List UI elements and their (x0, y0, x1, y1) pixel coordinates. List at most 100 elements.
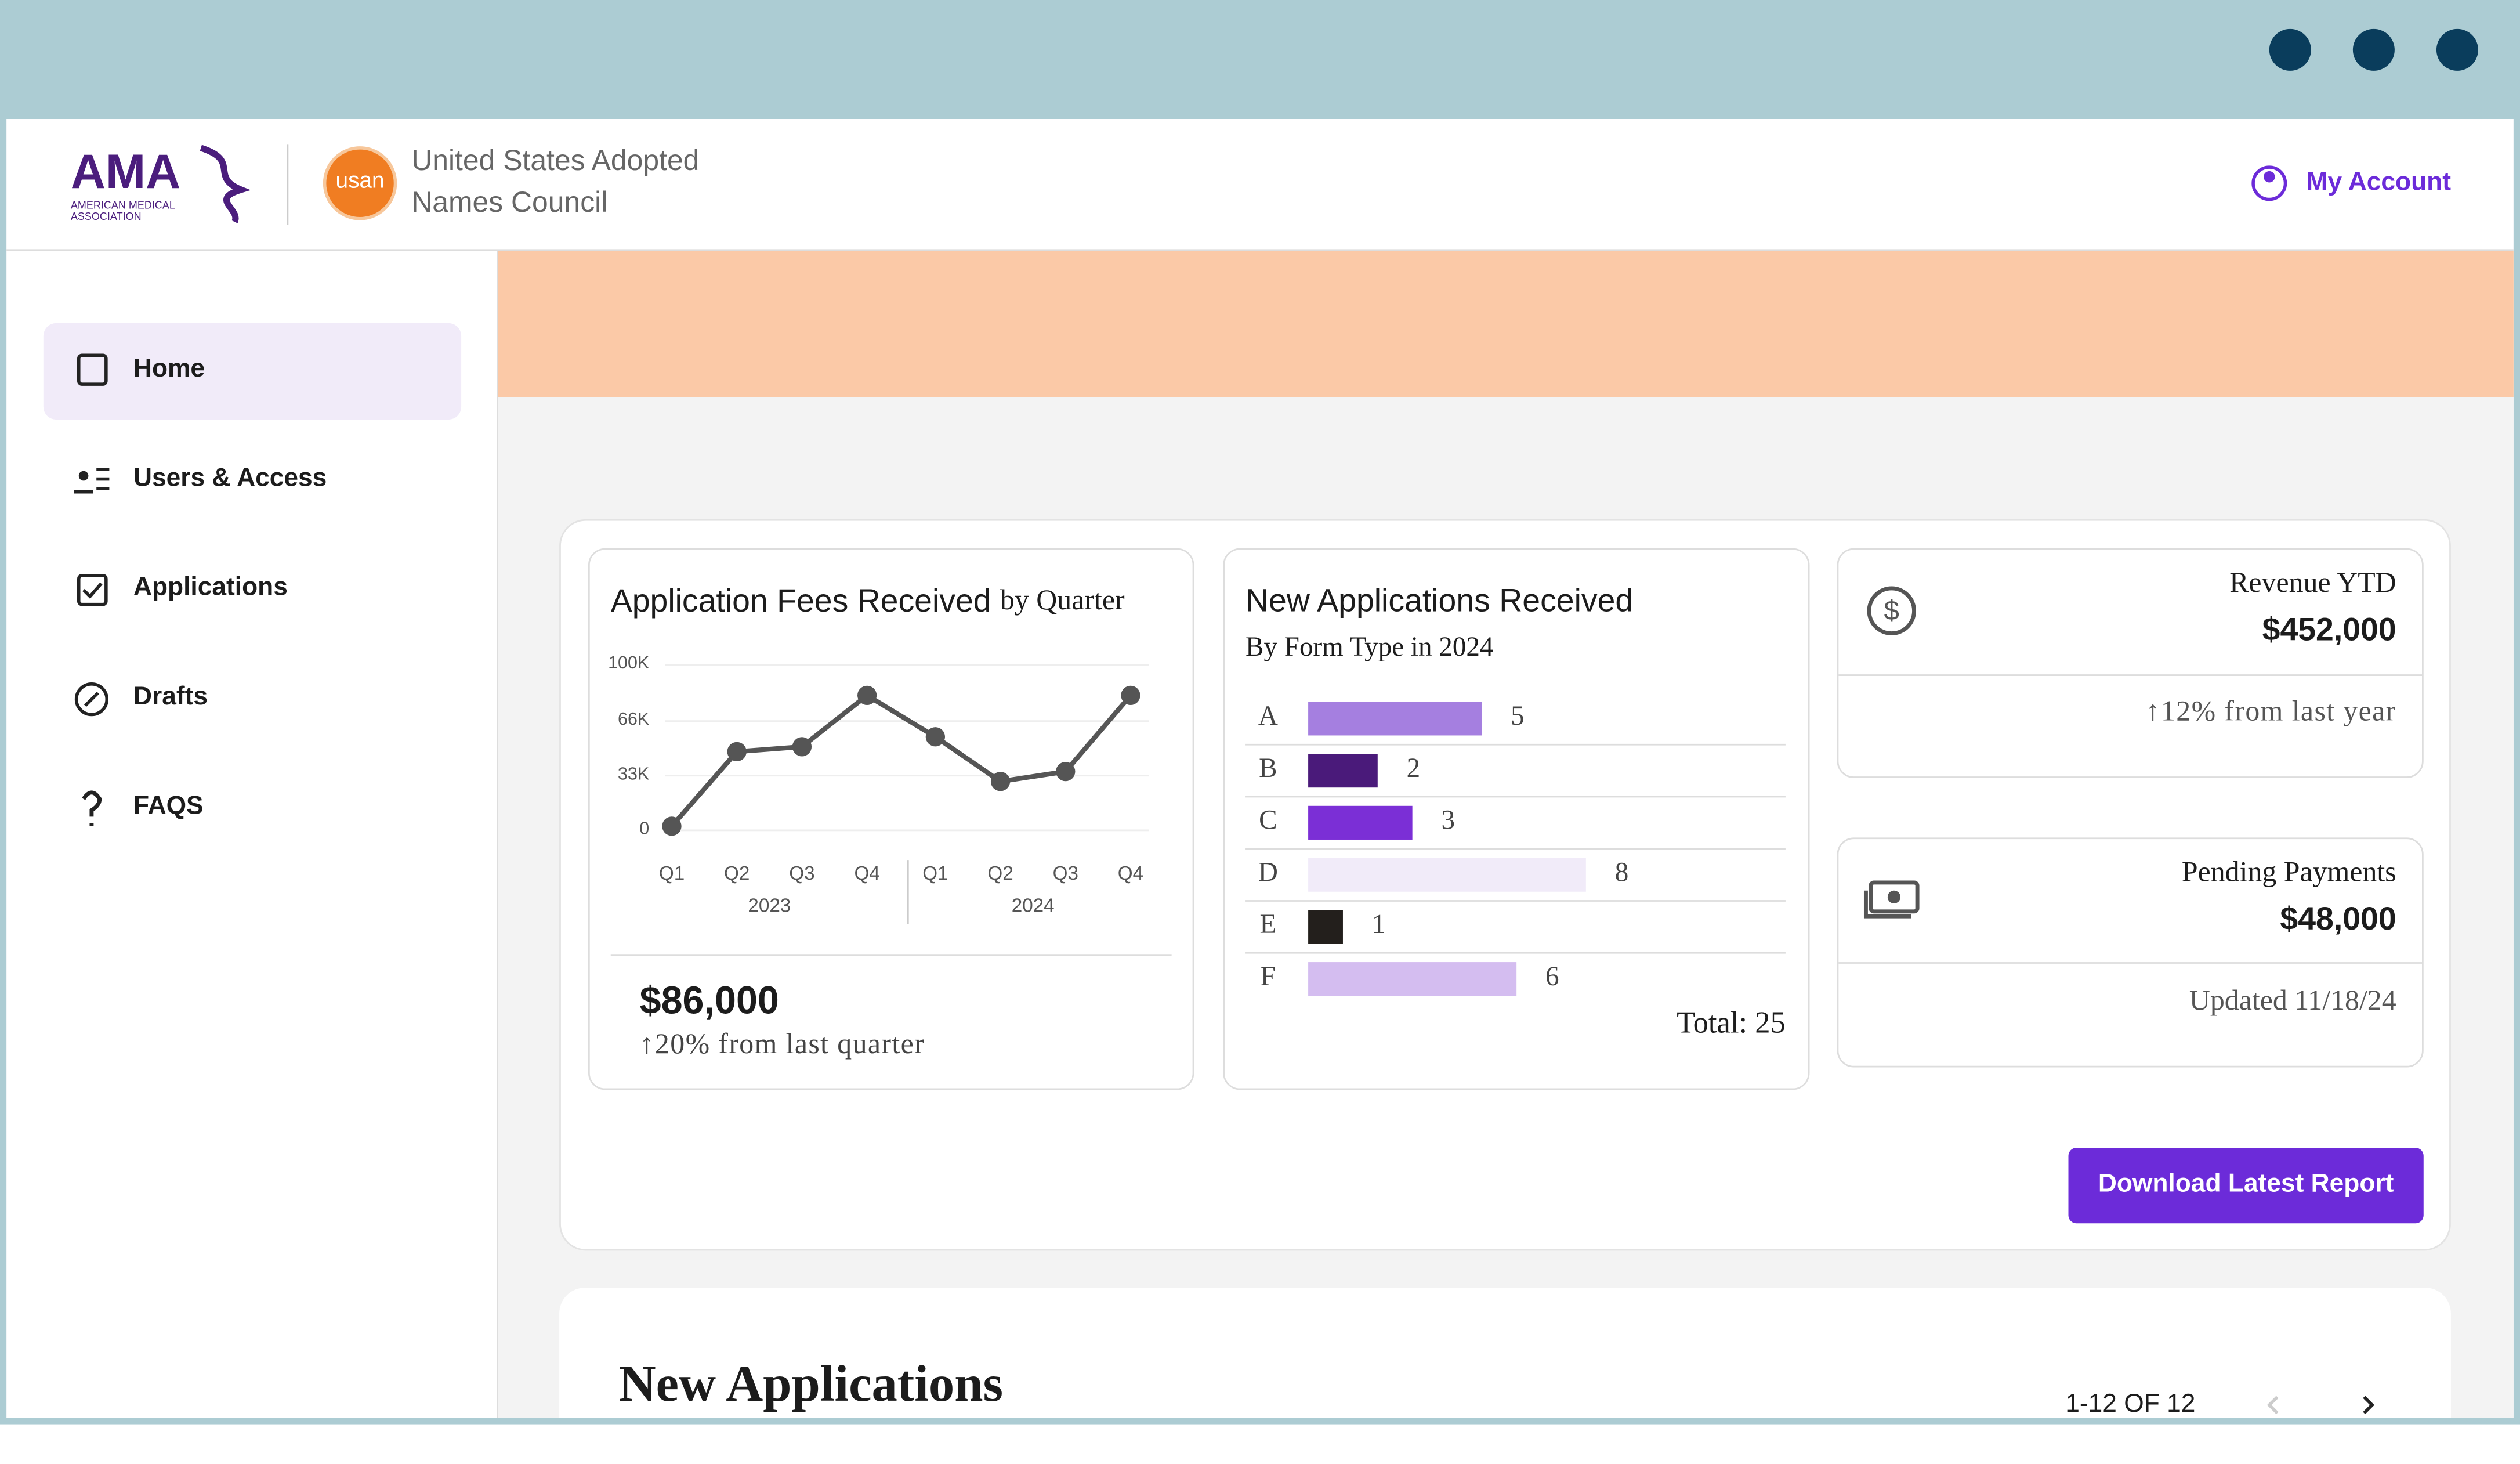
money-icon (1869, 880, 1920, 914)
point (792, 737, 812, 757)
window-dot[interactable] (2269, 28, 2311, 71)
council-name: United States Adopted (411, 144, 699, 176)
logo-sub: AMERICAN MEDICAL (71, 199, 175, 211)
change: ↑20% from last quarter (640, 1028, 925, 1060)
apps-card (1223, 548, 1810, 1090)
nav-icon (77, 574, 108, 606)
nav-icon (82, 790, 102, 826)
window-dot[interactable] (2352, 28, 2395, 71)
nav-icon (77, 353, 108, 386)
account-icon[interactable] (2251, 165, 2287, 201)
x-tick-label: Q4 (1118, 863, 1143, 884)
x-group-label: 2024 (1012, 895, 1055, 916)
x-tick-label: Q4 (854, 863, 879, 884)
my-account[interactable]: My Account (2307, 168, 2452, 196)
nav-item[interactable]: Home (133, 354, 205, 382)
point (857, 685, 877, 706)
window-dot[interactable] (2436, 28, 2478, 71)
nav-item[interactable]: Drafts (133, 682, 208, 710)
account-icon-head (2264, 171, 2275, 183)
usan-text: usan (336, 168, 385, 193)
card-label: Pending Payments (2182, 856, 2396, 888)
nav-item[interactable]: Users & Access (133, 463, 327, 491)
money-icon (1887, 890, 1901, 903)
logo-sub: ASSOCIATION (71, 211, 142, 222)
nav-icon (74, 682, 109, 717)
x-tick-label: Q1 (659, 863, 685, 884)
category-label: B (1259, 753, 1277, 783)
x-group-label: 2023 (748, 895, 791, 916)
dollar-sign: $ (1884, 595, 1899, 626)
x-tick-label: Q2 (724, 863, 750, 884)
card-change: ↑12% from last year (2146, 695, 2396, 726)
x-tick-label: Q1 (922, 863, 948, 884)
card-title: New Applications Received (1245, 583, 1633, 619)
nav-icon (78, 471, 89, 481)
y-tick-label: 100K (608, 653, 649, 673)
nav-active-bg (43, 323, 462, 420)
dollar-icon (1867, 586, 1917, 635)
point (925, 727, 946, 747)
card-amount: $452,000 (2262, 611, 2396, 647)
bar (1308, 702, 1482, 736)
card-amount: $48,000 (2280, 901, 2396, 937)
x-tick-label: Q3 (1053, 863, 1078, 884)
x-tick-label: Q3 (789, 863, 814, 884)
logo-mark (200, 144, 251, 223)
category-label: E (1259, 909, 1276, 939)
card-title: Application Fees Received by Quarter (611, 583, 1125, 619)
button-label[interactable]: Download Latest Report (2098, 1169, 2394, 1197)
council-name: Names Council (411, 186, 607, 218)
next-page[interactable] (2363, 1396, 2375, 1415)
bar (1308, 805, 1413, 840)
nav-item[interactable]: FAQS (133, 791, 204, 819)
value-label: 5 (1511, 701, 1525, 731)
usan-logo (323, 146, 397, 220)
title: Application Fees Received (611, 583, 991, 619)
money-icon (1863, 890, 1911, 919)
charts: 0 33K 66K 100K 2023 2024 Q1 Q2 Q3 Q4 Q1 Q2 Q3 Q4 A 5 B 2 C… (608, 653, 1786, 996)
y-tick-label: 33K (618, 764, 649, 783)
value-label: 3 (1442, 805, 1455, 836)
pending-card (1837, 837, 2424, 1068)
amount: $86,000 (640, 979, 779, 1022)
table-card (559, 1288, 2451, 1418)
point (727, 742, 747, 762)
total: Total: 25 (1677, 1006, 1786, 1040)
value-label: 1 (1372, 909, 1386, 939)
pagination: 1-12 OF 12 (2065, 1389, 2195, 1418)
revenue-card (1837, 548, 2424, 778)
prev-page[interactable] (2266, 1396, 2279, 1415)
point (662, 816, 682, 836)
point (990, 772, 1011, 791)
category-label: A (1258, 701, 1278, 731)
bar (1308, 910, 1343, 944)
nav-icon (84, 692, 99, 707)
point (1121, 685, 1140, 706)
banner (498, 251, 2514, 397)
window-content: AMA AMERICAN MEDICAL ASSOCIATION usan Un… (6, 119, 2514, 1418)
line (669, 692, 1133, 828)
nav-item[interactable]: Applications (133, 573, 288, 601)
value-label: 8 (1615, 857, 1629, 887)
bar (1308, 962, 1517, 996)
value-label: 2 (1407, 753, 1421, 783)
logo: AMA (71, 144, 180, 198)
x-tick-label: Q2 (987, 863, 1013, 884)
bar (1308, 858, 1586, 892)
value-label: 6 (1545, 961, 1559, 992)
nav-icon (74, 468, 110, 494)
nav-icon (82, 582, 103, 599)
category-label: C (1259, 805, 1277, 836)
category-label: D (1258, 857, 1278, 887)
download-button[interactable] (2068, 1148, 2424, 1224)
card-updated: Updated 11/18/24 (2189, 984, 2396, 1016)
y-tick-label: 0 (639, 819, 649, 838)
table-title: New Applications (619, 1355, 1003, 1412)
y-tick-label: 66K (618, 709, 649, 729)
card-label: Revenue YTD (2229, 566, 2396, 598)
card-subtitle: By Form Type in 2024 (1245, 632, 1493, 662)
title-suffix: by Quarter (1000, 584, 1125, 616)
